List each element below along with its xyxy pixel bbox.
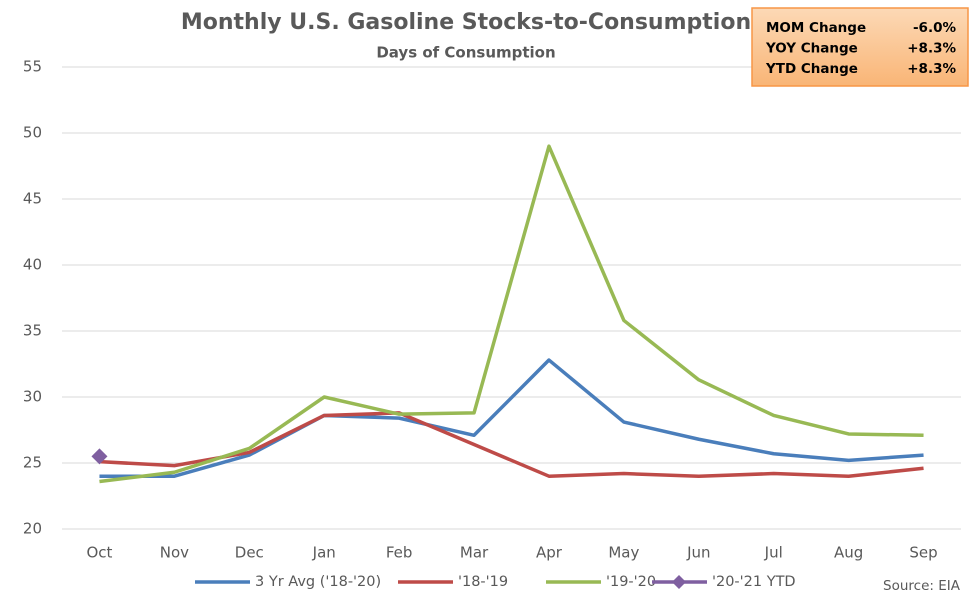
x-tick-label: May: [608, 544, 639, 562]
info-label: MOM Change: [766, 20, 866, 36]
y-tick-label: 45: [23, 190, 42, 208]
chart-title: Monthly U.S. Gasoline Stocks-to-Consumpt…: [181, 10, 751, 35]
x-tick-label: Jan: [312, 544, 336, 562]
y-tick-label: 40: [23, 256, 42, 274]
chart-subtitle: Days of Consumption: [376, 44, 555, 62]
x-tick-label: Nov: [160, 544, 189, 562]
x-tick-label: Apr: [536, 544, 563, 562]
x-tick-label: Feb: [386, 544, 413, 562]
y-tick-label: 20: [23, 520, 42, 538]
source: Source: EIA: [883, 578, 961, 594]
x-tick-label: Jun: [686, 544, 710, 562]
legend-label: '19-'20: [606, 574, 656, 590]
info-label: YTD Change: [765, 61, 858, 77]
y-tick-label: 55: [23, 58, 42, 76]
legend-label: 3 Yr Avg ('18-'20): [255, 574, 381, 590]
x-tick-label: Jul: [764, 544, 783, 562]
y-tick-label: 50: [23, 124, 42, 142]
y-tick-label: 30: [23, 388, 42, 406]
info-value: +8.3%: [907, 41, 956, 57]
series-line: [99, 358, 924, 478]
series-marker: [91, 448, 108, 465]
info-box: [751, 7, 969, 87]
x-tick-label: Mar: [460, 544, 489, 562]
series-line: [99, 144, 924, 484]
x-tick-label: Aug: [834, 544, 863, 562]
info-value: +8.3%: [907, 61, 956, 77]
info-value: -6.0%: [913, 20, 957, 36]
legend-marker: [672, 575, 686, 589]
series-line: [99, 411, 924, 478]
legend-label: '18-'19: [458, 574, 508, 590]
info-label: YOY Change: [765, 41, 858, 57]
x-tick-label: Sep: [909, 544, 937, 562]
y-tick-label: 25: [23, 454, 42, 472]
legend-label: '20-'21 YTD: [712, 574, 796, 590]
y-tick-label: 35: [23, 322, 42, 340]
x-tick-label: Oct: [86, 544, 112, 562]
x-tick-label: Dec: [235, 544, 264, 562]
